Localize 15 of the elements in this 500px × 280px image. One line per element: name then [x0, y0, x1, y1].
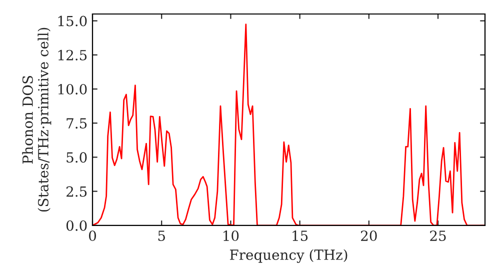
x-tick-label: 10 [224, 230, 239, 242]
x-axis-title: Frequency (THz) [230, 249, 348, 263]
x-tick-label: 0 [88, 230, 96, 242]
y-tick-label: 0.0 [66, 220, 87, 231]
x-tick-label: 20 [361, 230, 377, 242]
x-tick-label: 15 [292, 230, 308, 242]
y-tick-label: 7.5 [66, 118, 87, 129]
y-tick-label: 2.5 [66, 186, 87, 197]
y-axis-title: Phonon DOS (States/THz·primitive cell) [22, 28, 52, 212]
y-tick-label: 15.0 [58, 16, 87, 26]
x-tick-label: 5 [158, 230, 165, 242]
y-tick-label: 5.0 [66, 152, 87, 163]
y-tick-label: 12.5 [58, 50, 87, 60]
x-tick-label: 25 [430, 230, 446, 242]
y-tick-label: 10.0 [58, 84, 87, 94]
